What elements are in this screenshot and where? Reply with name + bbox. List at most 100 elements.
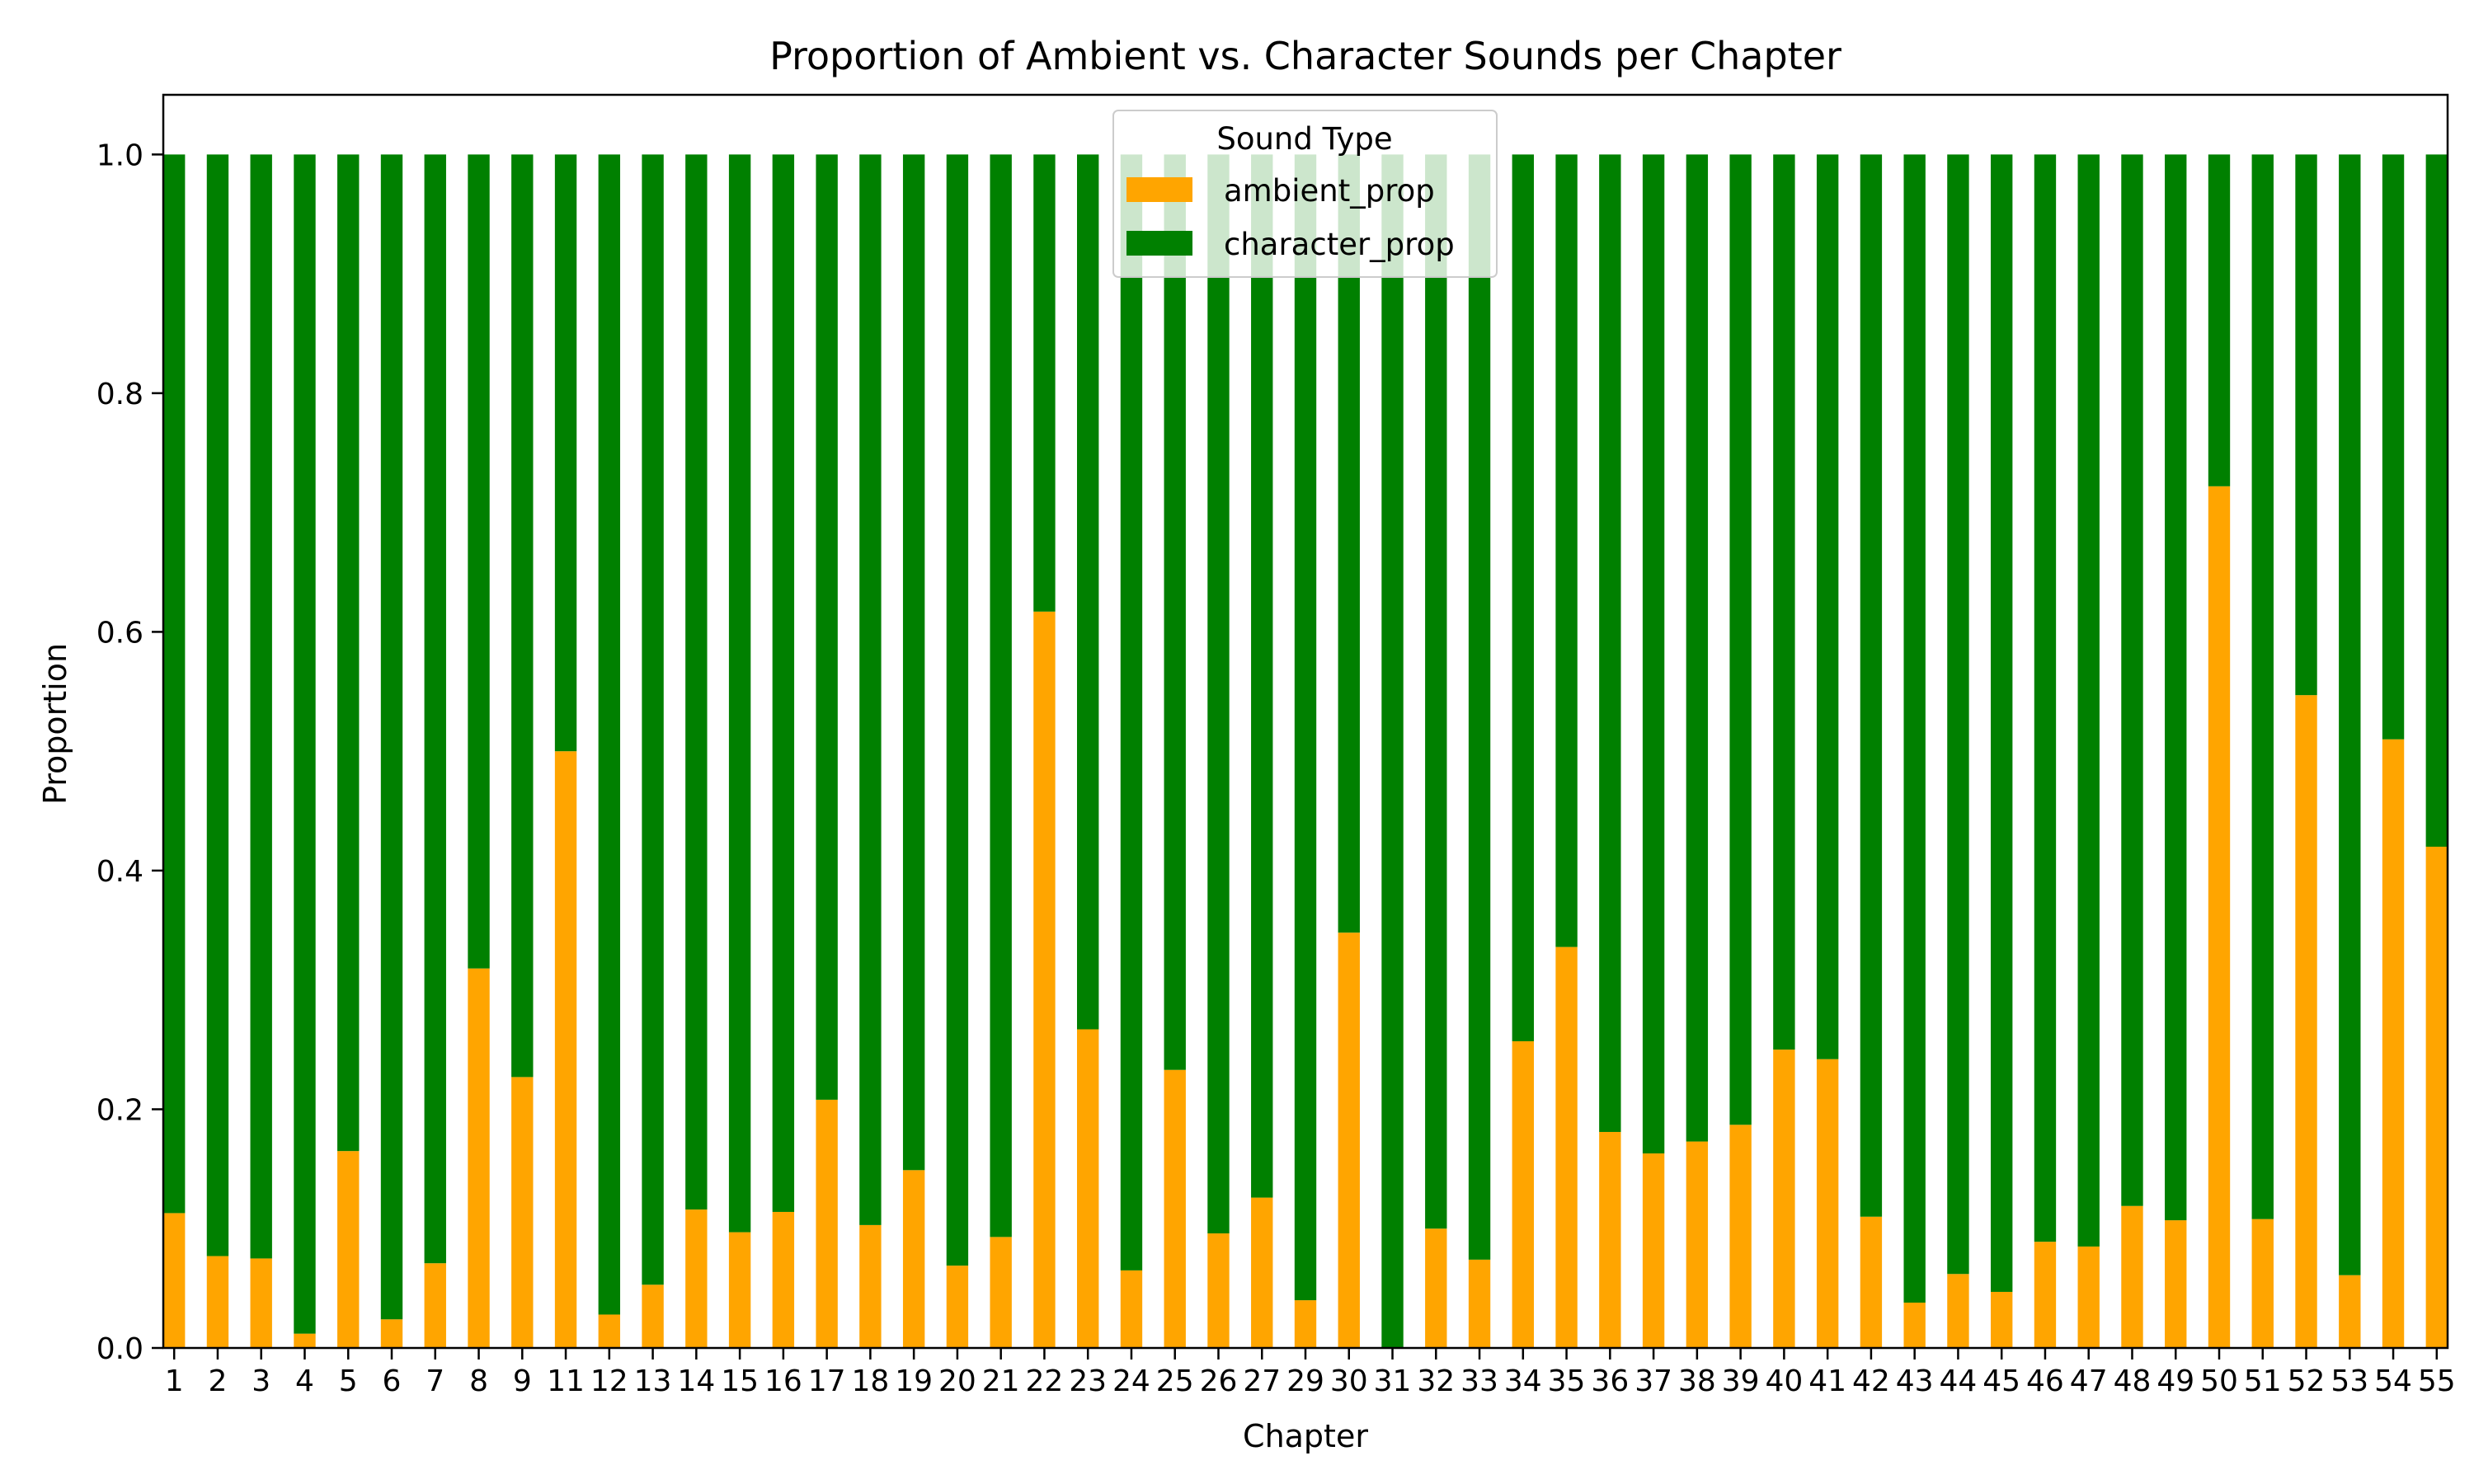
bar-character-prop-chapter-24 bbox=[1120, 154, 1143, 1270]
x-tick-label-chapter-3: 3 bbox=[252, 1364, 270, 1398]
x-tick-label-chapter-41: 41 bbox=[1808, 1364, 1846, 1398]
x-tick-label-chapter-48: 48 bbox=[2114, 1364, 2152, 1398]
bar-ambient-prop-chapter-18 bbox=[859, 1224, 882, 1348]
bar-character-prop-chapter-9 bbox=[511, 154, 534, 1078]
bar-ambient-prop-chapter-7 bbox=[424, 1263, 446, 1348]
bar-character-prop-chapter-7 bbox=[424, 154, 446, 1264]
bar-ambient-prop-chapter-44 bbox=[1947, 1274, 1969, 1348]
x-tick-label-chapter-37: 37 bbox=[1634, 1364, 1672, 1398]
y-tick-label: 0.6 bbox=[96, 616, 143, 650]
bar-character-prop-chapter-11 bbox=[554, 154, 577, 752]
x-tick-label-chapter-23: 23 bbox=[1069, 1364, 1107, 1398]
x-tick-label-chapter-18: 18 bbox=[851, 1364, 889, 1398]
x-tick-label-chapter-21: 21 bbox=[982, 1364, 1020, 1398]
bar-ambient-prop-chapter-51 bbox=[2251, 1219, 2274, 1348]
y-axis-label: Proportion bbox=[37, 643, 73, 805]
bar-character-prop-chapter-13 bbox=[642, 154, 664, 1285]
bar-ambient-prop-chapter-2 bbox=[206, 1256, 229, 1348]
legend-swatch-character bbox=[1126, 231, 1192, 256]
x-tick-label-chapter-34: 34 bbox=[1504, 1364, 1542, 1398]
bar-character-prop-chapter-20 bbox=[946, 154, 969, 1266]
bar-character-prop-chapter-32 bbox=[1425, 154, 1447, 1229]
bar-ambient-prop-chapter-6 bbox=[380, 1319, 403, 1348]
bar-character-prop-chapter-18 bbox=[859, 154, 882, 1225]
bar-ambient-prop-chapter-50 bbox=[2208, 486, 2231, 1348]
x-tick-label-chapter-26: 26 bbox=[1200, 1364, 1238, 1398]
bar-ambient-prop-chapter-30 bbox=[1338, 932, 1360, 1348]
x-tick-label-chapter-55: 55 bbox=[2418, 1364, 2456, 1398]
x-tick-label-chapter-47: 47 bbox=[2070, 1364, 2108, 1398]
bar-character-prop-chapter-55 bbox=[2425, 154, 2448, 847]
bar-character-prop-chapter-23 bbox=[1077, 154, 1099, 1030]
bar-character-prop-chapter-50 bbox=[2208, 154, 2231, 486]
legend-title: Sound Type bbox=[1216, 121, 1392, 157]
x-tick-label-chapter-43: 43 bbox=[1896, 1364, 1934, 1398]
bar-ambient-prop-chapter-5 bbox=[337, 1151, 360, 1348]
bar-ambient-prop-chapter-37 bbox=[1642, 1153, 1665, 1348]
y-tick-label: 0.4 bbox=[96, 855, 143, 889]
bar-character-prop-chapter-1 bbox=[163, 154, 186, 1214]
bar-ambient-prop-chapter-16 bbox=[772, 1211, 795, 1348]
bar-character-prop-chapter-36 bbox=[1599, 154, 1621, 1132]
bar-ambient-prop-chapter-40 bbox=[1773, 1050, 1795, 1348]
bar-ambient-prop-chapter-14 bbox=[685, 1209, 708, 1348]
bar-character-prop-chapter-30 bbox=[1338, 154, 1360, 933]
x-tick-label-chapter-35: 35 bbox=[1548, 1364, 1586, 1398]
bar-ambient-prop-chapter-43 bbox=[1903, 1302, 1926, 1348]
x-tick-label-chapter-33: 33 bbox=[1460, 1364, 1498, 1398]
x-tick-label-chapter-36: 36 bbox=[1591, 1364, 1629, 1398]
bar-ambient-prop-chapter-8 bbox=[468, 968, 490, 1348]
bar-character-prop-chapter-31 bbox=[1381, 154, 1404, 1348]
bar-character-prop-chapter-19 bbox=[902, 154, 925, 1171]
bar-character-prop-chapter-40 bbox=[1773, 154, 1795, 1050]
bar-character-prop-chapter-45 bbox=[1991, 154, 2013, 1292]
bar-ambient-prop-chapter-4 bbox=[294, 1333, 316, 1348]
bar-character-prop-chapter-52 bbox=[2295, 154, 2317, 696]
x-tick-label-chapter-6: 6 bbox=[383, 1364, 402, 1398]
bar-character-prop-chapter-22 bbox=[1033, 154, 1056, 612]
bar-ambient-prop-chapter-39 bbox=[1729, 1125, 1752, 1348]
bar-ambient-prop-chapter-1 bbox=[163, 1213, 186, 1348]
bar-character-prop-chapter-21 bbox=[990, 154, 1012, 1237]
x-tick-label-chapter-14: 14 bbox=[677, 1364, 715, 1398]
bar-character-prop-chapter-48 bbox=[2121, 154, 2143, 1206]
bar-character-prop-chapter-6 bbox=[380, 154, 403, 1320]
bar-character-prop-chapter-43 bbox=[1903, 154, 1926, 1303]
bar-ambient-prop-chapter-21 bbox=[990, 1237, 1012, 1348]
x-tick-label-chapter-13: 13 bbox=[634, 1364, 672, 1398]
bar-ambient-prop-chapter-49 bbox=[2165, 1220, 2187, 1348]
bar-ambient-prop-chapter-22 bbox=[1033, 611, 1056, 1348]
bar-ambient-prop-chapter-13 bbox=[642, 1284, 664, 1348]
x-tick-label-chapter-44: 44 bbox=[1940, 1364, 1978, 1398]
x-tick-label-chapter-22: 22 bbox=[1026, 1364, 1064, 1398]
bar-character-prop-chapter-2 bbox=[206, 154, 229, 1256]
bar-character-prop-chapter-54 bbox=[2382, 154, 2405, 740]
x-tick-label-chapter-9: 9 bbox=[513, 1364, 532, 1398]
bar-ambient-prop-chapter-17 bbox=[816, 1099, 838, 1348]
x-tick-label-chapter-42: 42 bbox=[1852, 1364, 1890, 1398]
x-tick-label-chapter-31: 31 bbox=[1374, 1364, 1412, 1398]
bar-character-prop-chapter-17 bbox=[816, 154, 838, 1100]
bar-character-prop-chapter-25 bbox=[1164, 154, 1186, 1070]
bar-character-prop-chapter-5 bbox=[337, 154, 360, 1152]
bar-ambient-prop-chapter-19 bbox=[902, 1170, 925, 1348]
bar-ambient-prop-chapter-52 bbox=[2295, 695, 2317, 1348]
bar-character-prop-chapter-26 bbox=[1207, 154, 1230, 1234]
x-tick-label-chapter-11: 11 bbox=[547, 1364, 585, 1398]
bar-ambient-prop-chapter-42 bbox=[1860, 1216, 1883, 1348]
bar-character-prop-chapter-51 bbox=[2251, 154, 2274, 1219]
x-tick-label-chapter-38: 38 bbox=[1678, 1364, 1716, 1398]
x-tick-label-chapter-17: 17 bbox=[808, 1364, 846, 1398]
y-axis-ticks: 0.0 0.2 0.4 0.6 0.8 1.0 bbox=[96, 139, 163, 1366]
bar-character-prop-chapter-16 bbox=[772, 154, 795, 1212]
bar-ambient-prop-chapter-24 bbox=[1120, 1270, 1143, 1348]
bars-layer bbox=[163, 154, 2448, 1348]
x-tick-label-chapter-53: 53 bbox=[2331, 1364, 2368, 1398]
y-tick-label: 1.0 bbox=[96, 139, 143, 172]
bar-character-prop-chapter-44 bbox=[1947, 154, 1969, 1275]
bar-ambient-prop-chapter-45 bbox=[1991, 1291, 2013, 1348]
x-tick-label-chapter-54: 54 bbox=[2374, 1364, 2412, 1398]
x-tick-label-chapter-12: 12 bbox=[590, 1364, 628, 1398]
x-tick-label-chapter-32: 32 bbox=[1417, 1364, 1455, 1398]
